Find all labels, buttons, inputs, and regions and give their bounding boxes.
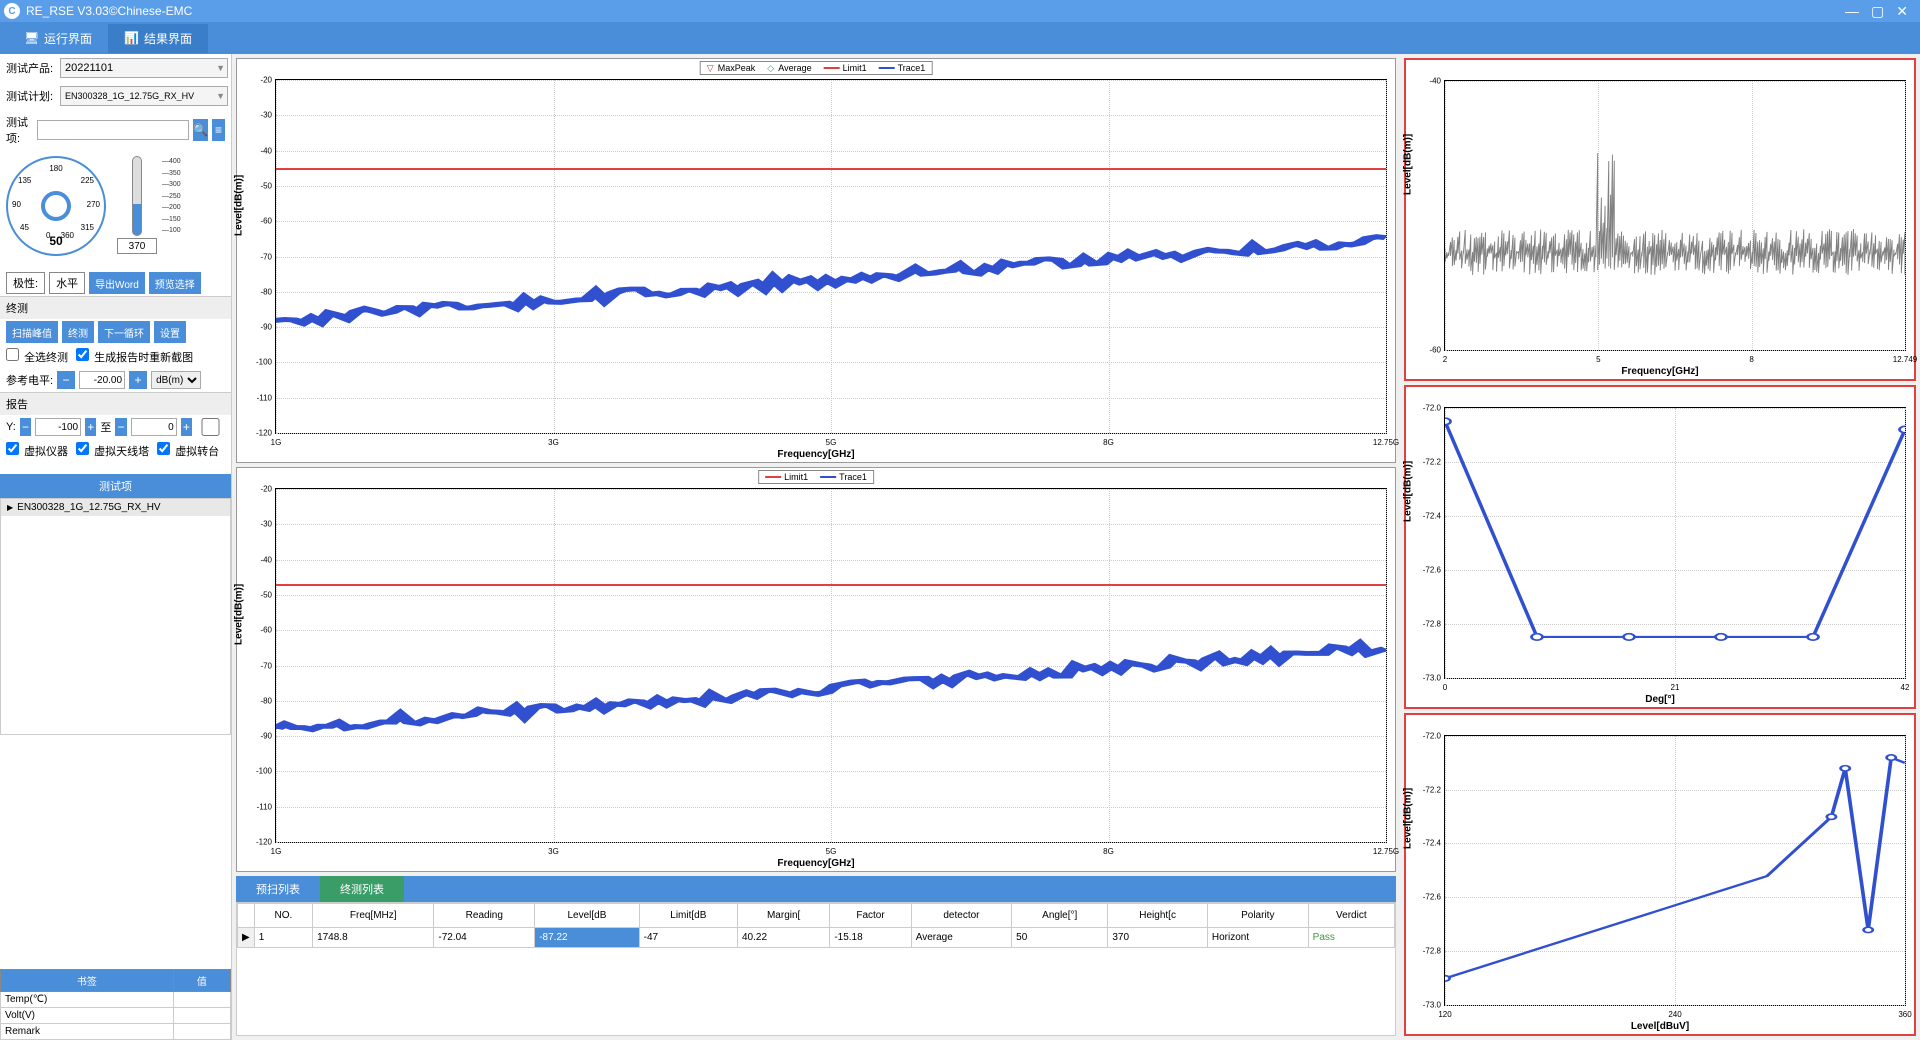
regen-screenshot-checkbox[interactable]: 生成报告时重新截图 [76,348,193,365]
col-header[interactable]: Verdict [1308,904,1394,928]
app-title: RE_RSE V3.03©Chinese-EMC [26,4,1845,18]
tab-final-list[interactable]: 终测列表 [320,876,404,902]
to-label: 至 [100,419,111,435]
angle-gauge[interactable]: 180 135 225 90 270 45 315 0 360 50 [6,156,106,256]
ref-level-input[interactable] [79,371,125,389]
chevron-down-icon[interactable]: ▼ [216,63,225,73]
main-chart-2[interactable]: Limit1Trace1 Level[dB(m)] Frequency[GHz]… [236,467,1396,872]
table-row: Remark [1,1024,231,1040]
search-button[interactable]: 🔍 [193,119,208,141]
ymax-plus-button[interactable]: + [181,418,192,436]
table-row[interactable]: ▶11748.8-72.04-87.22-4740.22-15.18Averag… [238,928,1395,948]
virtual-instrument-checkbox[interactable]: 虚拟仪器 [6,442,68,459]
polarity-label: 极性: [6,272,45,294]
col-header[interactable]: Reading [434,904,535,928]
scan-peak-button[interactable]: 扫描峰值 [6,321,58,343]
y-lock-checkbox[interactable] [196,418,225,436]
right-chart-2[interactable]: Level[dB(m)] Deg[°] -72.0-72.2-72.4-72.6… [1404,385,1916,708]
ref-minus-button[interactable]: − [57,371,75,389]
ref-unit-select[interactable]: dB(m) [151,371,201,389]
col-header[interactable]: Margin[ [738,904,830,928]
list-button[interactable]: ≡ [212,119,225,141]
tab-run[interactable]: 🖥 运行界面 [8,24,108,53]
titlebar: C RE_RSE V3.03©Chinese-EMC — ▢ ✕ [0,0,1920,22]
gauge-value: 50 [49,234,62,248]
product-select[interactable] [60,58,228,78]
col-header[interactable]: Level[dB [535,904,639,928]
polarity-value: 水平 [49,272,85,294]
final-test-button[interactable]: 终测 [62,321,94,343]
item-input[interactable] [37,120,189,140]
minimize-icon[interactable]: — [1845,3,1859,20]
plan-select[interactable] [60,86,228,106]
col-header[interactable]: Polarity [1207,904,1308,928]
settings-button[interactable]: 设置 [154,321,186,343]
result-tabs: 预扫列表 终测列表 [236,876,1396,902]
ymax-minus-button[interactable]: − [115,418,126,436]
right-chart-1[interactable]: Level[dB(m)] Frequency[GHz] -40-6025812.… [1404,58,1916,381]
result-table: NO.Freq[MHz]ReadingLevel[dBLimit[dBMargi… [237,903,1395,948]
monitor-icon: 🖥 [24,31,38,45]
virtual-tower-checkbox[interactable]: 虚拟天线塔 [76,442,149,459]
ymax-input[interactable] [131,418,177,436]
table-row: Temp(℃) [1,992,231,1008]
preview-button[interactable]: 预览选择 [149,272,201,294]
tab-prescan[interactable]: 预扫列表 [236,876,320,902]
col-header[interactable]: detector [911,904,1011,928]
table-row: Volt(V) [1,1008,231,1024]
col-header[interactable]: NO. [254,904,312,928]
ref-level-label: 参考电平: [6,372,53,388]
item-label: 测试项: [6,114,33,146]
col-header[interactable]: Height[c [1108,904,1208,928]
col-header[interactable]: Freq[MHz] [313,904,434,928]
report-section-header: 报告 [0,392,231,415]
export-word-button[interactable]: 导出Word [89,272,145,294]
arrow-icon: ▶ [7,503,13,512]
ymin-input[interactable] [35,418,81,436]
maximize-icon[interactable]: ▢ [1871,3,1884,20]
tab-result[interactable]: 📊 结果界面 [108,24,208,53]
y-label: Y: [6,421,16,433]
plan-label: 测试计划: [6,88,56,104]
virtual-turntable-checkbox[interactable]: 虚拟转台 [157,442,219,459]
thermo-value[interactable] [117,238,157,254]
col-header[interactable]: Angle[°] [1012,904,1108,928]
test-item-row[interactable]: ▶ EN300328_1G_12.75G_RX_HV [1,499,230,516]
ref-plus-button[interactable]: + [129,371,147,389]
test-item-list-header: 测试项 [0,474,231,498]
main-chart-1[interactable]: ▽MaxPeak◇AverageLimit1Trace1 Level[dB(m)… [236,58,1396,463]
final-section-header: 终测 [0,296,231,319]
sidebar: 测试产品: ▼ 测试计划: ▼ 测试项: 🔍 ≡ 180 135 225 90 … [0,54,232,1040]
select-all-checkbox[interactable]: 全选终测 [6,348,68,365]
ymin-minus-button[interactable]: − [20,418,31,436]
main-tabbar: 🖥 运行界面 📊 结果界面 [0,22,1920,54]
chevron-down-icon[interactable]: ▼ [216,91,225,101]
product-label: 测试产品: [6,60,56,76]
app-icon: C [4,3,20,19]
col-header[interactable]: Factor [830,904,911,928]
col-header[interactable]: Limit[dB [639,904,737,928]
close-icon[interactable]: ✕ [1896,3,1908,20]
height-thermo[interactable] [112,156,162,264]
ymin-plus-button[interactable]: + [85,418,96,436]
bookmark-table: 书签值 Temp(℃) Volt(V) Remark [0,969,231,1040]
right-chart-3[interactable]: Level[dB(m)] Level[dBuV] -72.0-72.2-72.4… [1404,713,1916,1036]
chart-icon: 📊 [124,31,138,45]
next-loop-button[interactable]: 下一循环 [98,321,150,343]
